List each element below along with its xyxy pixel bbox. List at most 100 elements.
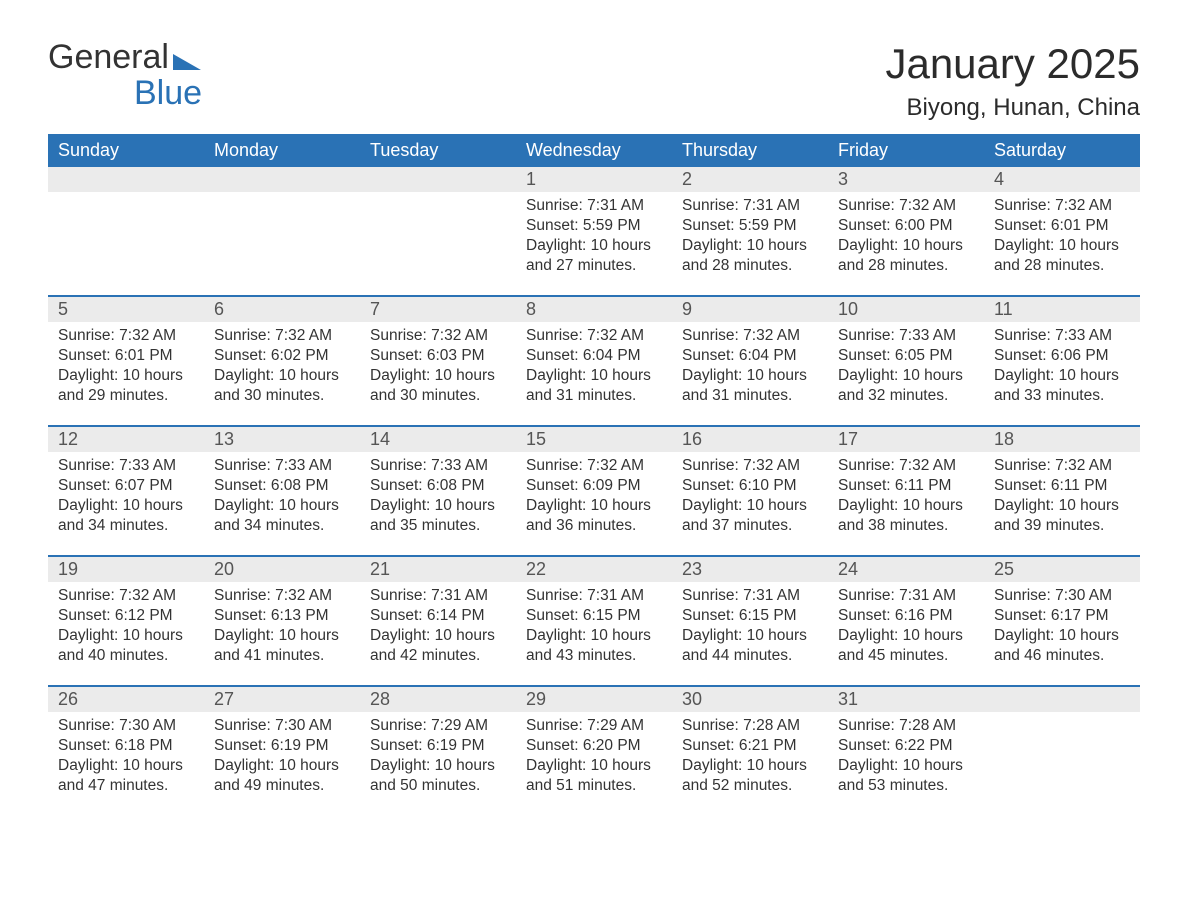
logo: General Blue — [48, 40, 202, 110]
daylight-text: Daylight: 10 hours and 34 minutes. — [58, 496, 194, 536]
day-body: Sunrise: 7:32 AMSunset: 6:01 PMDaylight:… — [984, 192, 1140, 285]
day-number: 26 — [48, 687, 204, 712]
day-number — [360, 167, 516, 192]
logo-mark-icon — [173, 42, 201, 76]
day-cell: 18Sunrise: 7:32 AMSunset: 6:11 PMDayligh… — [984, 427, 1140, 555]
sunset-text: Sunset: 6:04 PM — [682, 346, 818, 366]
day-number: 29 — [516, 687, 672, 712]
daylight-text: Daylight: 10 hours and 50 minutes. — [370, 756, 506, 796]
sunset-text: Sunset: 6:02 PM — [214, 346, 350, 366]
day-cell: 8Sunrise: 7:32 AMSunset: 6:04 PMDaylight… — [516, 297, 672, 425]
day-body — [48, 192, 204, 204]
day-number: 2 — [672, 167, 828, 192]
sunrise-text: Sunrise: 7:32 AM — [994, 196, 1130, 216]
day-body: Sunrise: 7:32 AMSunset: 6:01 PMDaylight:… — [48, 322, 204, 415]
day-body: Sunrise: 7:30 AMSunset: 6:19 PMDaylight:… — [204, 712, 360, 805]
daylight-text: Daylight: 10 hours and 49 minutes. — [214, 756, 350, 796]
sunrise-text: Sunrise: 7:32 AM — [994, 456, 1130, 476]
day-cell: 27Sunrise: 7:30 AMSunset: 6:19 PMDayligh… — [204, 687, 360, 815]
sunset-text: Sunset: 6:11 PM — [838, 476, 974, 496]
sunrise-text: Sunrise: 7:31 AM — [682, 196, 818, 216]
daylight-text: Daylight: 10 hours and 45 minutes. — [838, 626, 974, 666]
sunset-text: Sunset: 5:59 PM — [526, 216, 662, 236]
dow-wednesday: Wednesday — [516, 134, 672, 167]
day-cell: 31 Sunrise: 7:28 AMSunset: 6:22 PMDayligh… — [828, 687, 984, 815]
day-cell: 13Sunrise: 7:33 AMSunset: 6:08 PMDayligh… — [204, 427, 360, 555]
day-cell: 12Sunrise: 7:33 AMSunset: 6:07 PMDayligh… — [48, 427, 204, 555]
daylight-text: Daylight: 10 hours and 53 minutes. — [838, 756, 974, 796]
location: Biyong, Hunan, China — [885, 94, 1140, 122]
sunset-text: Sunset: 6:01 PM — [994, 216, 1130, 236]
sunrise-text: Sunrise: 7:31 AM — [838, 586, 974, 606]
daylight-text: Daylight: 10 hours and 52 minutes. — [682, 756, 818, 796]
day-body: Sunrise: 7:32 AMSunset: 6:09 PMDaylight:… — [516, 452, 672, 545]
day-number: 21 — [360, 557, 516, 582]
sunset-text: Sunset: 6:20 PM — [526, 736, 662, 756]
day-number: 10 — [828, 297, 984, 322]
day-of-week-row: Sunday Monday Tuesday Wednesday Thursday… — [48, 134, 1140, 167]
day-number: 31 — [828, 687, 984, 712]
day-cell: 23Sunrise: 7:31 AMSunset: 6:15 PMDayligh… — [672, 557, 828, 685]
day-number: 22 — [516, 557, 672, 582]
sunrise-text: Sunrise: 7:32 AM — [838, 456, 974, 476]
sunrise-text: Sunrise: 7:28 AM — [838, 716, 974, 736]
day-body: Sunrise: 7:31 AMSunset: 6:16 PMDaylight:… — [828, 582, 984, 675]
day-body: Sunrise: 7:29 AMSunset: 6:19 PMDaylight:… — [360, 712, 516, 805]
daylight-text: Daylight: 10 hours and 40 minutes. — [58, 626, 194, 666]
sunrise-text: Sunrise: 7:33 AM — [370, 456, 506, 476]
day-number: 12 — [48, 427, 204, 452]
sunset-text: Sunset: 6:15 PM — [526, 606, 662, 626]
daylight-text: Daylight: 10 hours and 44 minutes. — [682, 626, 818, 666]
day-cell: 15Sunrise: 7:32 AMSunset: 6:09 PMDayligh… — [516, 427, 672, 555]
dow-sunday: Sunday — [48, 134, 204, 167]
sunrise-text: Sunrise: 7:29 AM — [370, 716, 506, 736]
sunrise-text: Sunrise: 7:32 AM — [526, 456, 662, 476]
daylight-text: Daylight: 10 hours and 29 minutes. — [58, 366, 194, 406]
sunrise-text: Sunrise: 7:30 AM — [994, 586, 1130, 606]
day-body: Sunrise: 7:32 AMSunset: 6:03 PMDaylight:… — [360, 322, 516, 415]
sunset-text: Sunset: 6:11 PM — [994, 476, 1130, 496]
daylight-text: Daylight: 10 hours and 41 minutes. — [214, 626, 350, 666]
sunset-text: Sunset: 6:22 PM — [838, 736, 974, 756]
sunset-text: Sunset: 5:59 PM — [682, 216, 818, 236]
week-row: 1Sunrise: 7:31 AMSunset: 5:59 PMDaylight… — [48, 167, 1140, 295]
daylight-text: Daylight: 10 hours and 51 minutes. — [526, 756, 662, 796]
daylight-text: Daylight: 10 hours and 32 minutes. — [838, 366, 974, 406]
day-cell: 11Sunrise: 7:33 AMSunset: 6:06 PMDayligh… — [984, 297, 1140, 425]
day-body: Sunrise: 7:31 AMSunset: 5:59 PMDaylight:… — [672, 192, 828, 285]
sunset-text: Sunset: 6:16 PM — [838, 606, 974, 626]
day-cell: 20Sunrise: 7:32 AMSunset: 6:13 PMDayligh… — [204, 557, 360, 685]
day-cell: 30Sunrise: 7:28 AMSunset: 6:21 PMDayligh… — [672, 687, 828, 815]
day-cell: 29 Sunrise: 7:29 AMSunset: 6:20 PMDayligh… — [516, 687, 672, 815]
day-body: Sunrise: 7:31 AMSunset: 5:59 PMDaylight:… — [516, 192, 672, 285]
sunset-text: Sunset: 6:05 PM — [838, 346, 974, 366]
day-body: Sunrise: 7:33 AMSunset: 6:08 PMDaylight:… — [204, 452, 360, 545]
sunrise-text: Sunrise: 7:29 AM — [526, 716, 662, 736]
daylight-text: Daylight: 10 hours and 36 minutes. — [526, 496, 662, 536]
sunrise-text: Sunrise: 7:30 AM — [58, 716, 194, 736]
daylight-text: Daylight: 10 hours and 31 minutes. — [526, 366, 662, 406]
daylight-text: Daylight: 10 hours and 33 minutes. — [994, 366, 1130, 406]
day-cell: 3Sunrise: 7:32 AMSunset: 6:00 PMDaylight… — [828, 167, 984, 295]
day-number: 4 — [984, 167, 1140, 192]
sunrise-text: Sunrise: 7:32 AM — [214, 326, 350, 346]
day-number: 11 — [984, 297, 1140, 322]
day-number: 25 — [984, 557, 1140, 582]
sunset-text: Sunset: 6:09 PM — [526, 476, 662, 496]
day-cell: 16Sunrise: 7:32 AMSunset: 6:10 PMDayligh… — [672, 427, 828, 555]
sunset-text: Sunset: 6:12 PM — [58, 606, 194, 626]
day-number: 18 — [984, 427, 1140, 452]
day-body: Sunrise: 7:31 AMSunset: 6:15 PMDaylight:… — [516, 582, 672, 675]
day-body: Sunrise: 7:33 AMSunset: 6:05 PMDaylight:… — [828, 322, 984, 415]
sunset-text: Sunset: 6:04 PM — [526, 346, 662, 366]
sunset-text: Sunset: 6:00 PM — [838, 216, 974, 236]
calendar: Sunday Monday Tuesday Wednesday Thursday… — [48, 134, 1140, 815]
sunrise-text: Sunrise: 7:32 AM — [214, 586, 350, 606]
day-cell: 25Sunrise: 7:30 AMSunset: 6:17 PMDayligh… — [984, 557, 1140, 685]
daylight-text: Daylight: 10 hours and 28 minutes. — [838, 236, 974, 276]
day-cell: 5Sunrise: 7:32 AMSunset: 6:01 PMDaylight… — [48, 297, 204, 425]
day-body: Sunrise: 7:32 AMSunset: 6:10 PMDaylight:… — [672, 452, 828, 545]
sunrise-text: Sunrise: 7:33 AM — [214, 456, 350, 476]
day-body: Sunrise: 7:30 AMSunset: 6:17 PMDaylight:… — [984, 582, 1140, 675]
sunrise-text: Sunrise: 7:31 AM — [370, 586, 506, 606]
